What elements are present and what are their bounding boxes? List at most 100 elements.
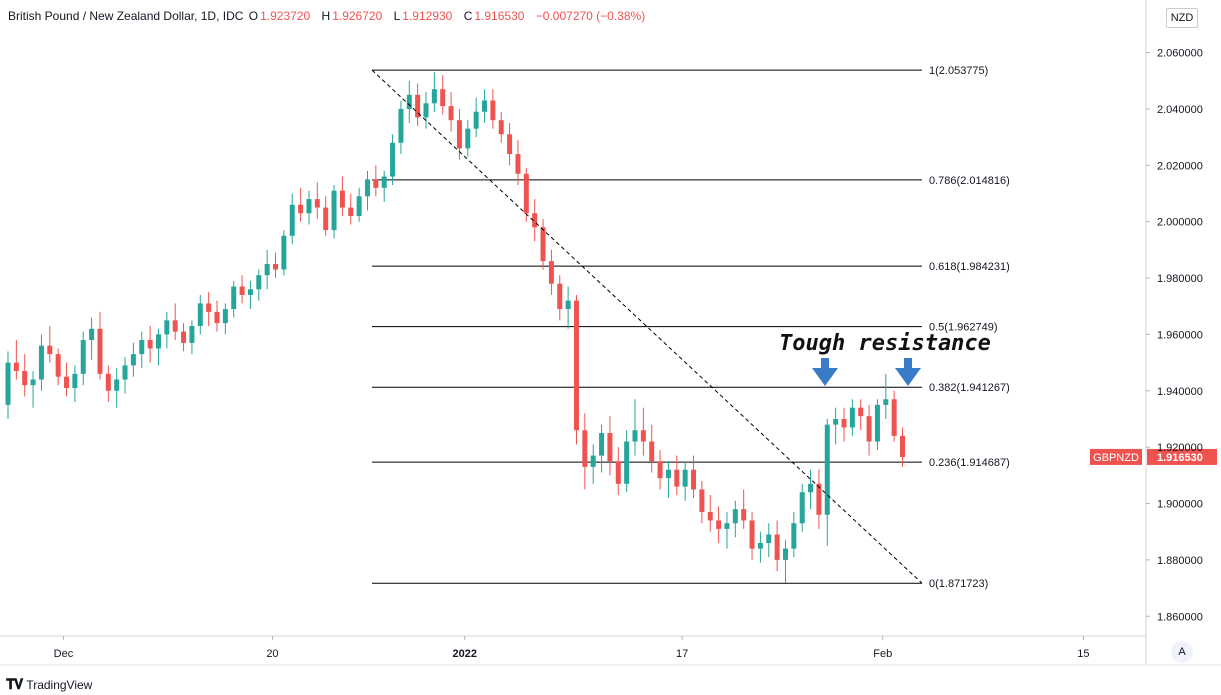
- y-tick-label: 1.960000: [1157, 329, 1203, 341]
- candle-body: [582, 430, 588, 467]
- candle-body: [130, 354, 136, 366]
- candle-body: [657, 461, 663, 479]
- candle-body: [331, 190, 337, 231]
- y-tick-label: 2.060000: [1157, 48, 1203, 60]
- symbol-tag-bg: [1090, 448, 1142, 465]
- candle-body: [691, 469, 697, 490]
- candle-body: [774, 534, 780, 560]
- down-arrow-icon: [895, 358, 921, 386]
- candle-body: [749, 520, 755, 549]
- candle-body: [181, 331, 187, 343]
- tradingview-logo-icon: 𝐓𝐕: [6, 676, 23, 692]
- close-value: 1.916530: [474, 9, 525, 23]
- candle-body: [682, 469, 688, 487]
- candle-body: [799, 492, 805, 524]
- candle-body: [431, 89, 437, 104]
- candle-body: [306, 199, 312, 214]
- candle-body: [406, 94, 412, 109]
- candle-body: [231, 286, 237, 310]
- candle-body: [30, 379, 36, 386]
- candle-body: [314, 199, 320, 208]
- auto-scale-button[interactable]: A: [1171, 641, 1193, 663]
- candle-body: [632, 430, 638, 442]
- change-value: −0.007270 (−0.38%): [535, 9, 646, 23]
- candle-body: [356, 196, 362, 217]
- candle-body: [791, 523, 797, 549]
- candle-body: [448, 106, 454, 121]
- footer-brand: 𝐓𝐕 TradingView: [6, 676, 92, 693]
- candle-body: [155, 334, 161, 349]
- open-value: 1.923720: [260, 9, 311, 23]
- candle-body: [808, 483, 814, 493]
- candle-body: [515, 154, 521, 174]
- candle-body: [490, 100, 496, 121]
- candle-body: [105, 373, 111, 391]
- candle-body: [615, 461, 621, 484]
- candle-body: [724, 523, 730, 529]
- candle-body: [381, 176, 387, 188]
- fib-trendline[interactable]: [371, 69, 923, 584]
- candle-body: [833, 418, 839, 425]
- x-tick-label: Feb: [873, 648, 892, 660]
- x-tick-label: 2022: [452, 648, 476, 660]
- symbol-tag-label: GBPNZD: [1093, 452, 1139, 464]
- fib-level-label: 0.236(1.914687): [929, 457, 1010, 469]
- candle-body: [482, 100, 488, 112]
- candle-body: [423, 103, 429, 118]
- y-tick-label: 1.900000: [1157, 499, 1203, 511]
- fib-level-label: 1(2.053775): [929, 65, 988, 77]
- candle-body: [72, 373, 78, 388]
- candle-body: [866, 416, 872, 442]
- fib-level-label: 0(1.871723): [929, 578, 988, 590]
- annotations: Tough resistance GBPNZD 1.916530: [779, 331, 1217, 465]
- candle-body: [532, 213, 538, 228]
- candle-body: [782, 548, 788, 560]
- candle-body: [80, 340, 86, 374]
- candle-body: [339, 190, 345, 208]
- y-tick-label: 1.880000: [1157, 555, 1203, 567]
- symbol-title: British Pound / New Zealand Dollar, 1D, …: [8, 9, 244, 23]
- candle-body: [716, 520, 722, 529]
- candle-body: [883, 399, 889, 405]
- close-label: C: [463, 9, 473, 23]
- candle-body: [114, 379, 120, 391]
- candle-body: [348, 207, 354, 217]
- candle-body: [540, 227, 546, 262]
- candle-body: [256, 275, 262, 290]
- candle-body: [573, 300, 579, 431]
- candle-body: [858, 407, 864, 417]
- candle-body: [197, 303, 203, 326]
- candle-body: [465, 128, 471, 149]
- candle-body: [707, 511, 713, 521]
- candle-body: [97, 328, 103, 374]
- candle-body: [440, 89, 446, 107]
- candle-body: [164, 320, 170, 335]
- candle-body: [824, 424, 830, 515]
- candle-body: [214, 311, 220, 324]
- candle-body: [323, 207, 329, 231]
- x-tick-label: 17: [676, 648, 688, 660]
- y-tick-label: 1.920000: [1157, 442, 1203, 454]
- fib-level-label: 0.382(1.941267): [929, 382, 1010, 394]
- open-label: O: [248, 9, 259, 23]
- fibonacci-retracement[interactable]: 1(2.053775) 0.786(2.014816) 0.618(1.984231…: [372, 65, 1010, 590]
- fib-level-label: 0.786(2.014816): [929, 175, 1010, 187]
- candle-body: [757, 542, 763, 549]
- candle-body: [665, 469, 671, 479]
- candle-body: [415, 94, 421, 118]
- x-tick-label: 15: [1077, 648, 1089, 660]
- candle-body: [189, 325, 195, 343]
- candle-body: [281, 235, 287, 270]
- y-tick-label: 1.980000: [1157, 273, 1203, 285]
- y-tick-label: 1.940000: [1157, 386, 1203, 398]
- currency-button[interactable]: NZD: [1166, 8, 1198, 28]
- y-tick-label: 1.860000: [1157, 611, 1203, 623]
- candle-body: [732, 509, 738, 524]
- low-value: 1.912930: [402, 9, 453, 23]
- candle-body: [891, 399, 897, 436]
- price-tag-label: 1.916530: [1157, 452, 1203, 464]
- candle-body: [147, 340, 153, 349]
- annotation-text: Tough resistance: [779, 331, 991, 356]
- low-label: L: [393, 9, 401, 23]
